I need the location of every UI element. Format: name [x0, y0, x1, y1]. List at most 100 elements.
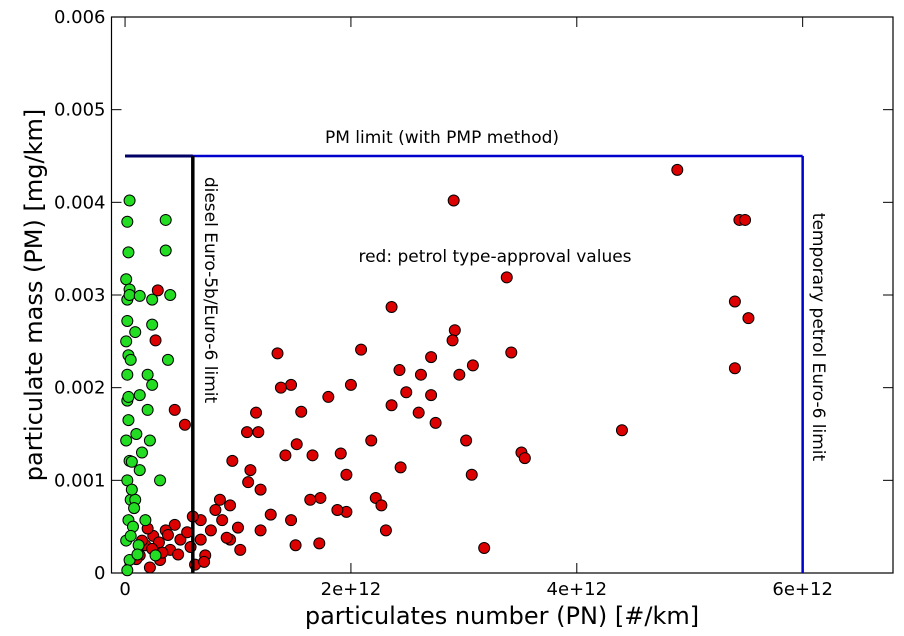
annotation: red: petrol type-approval values — [358, 247, 631, 267]
point — [231, 521, 244, 534]
y-tick-label: 0.002 — [54, 378, 106, 399]
point — [129, 326, 142, 339]
point — [505, 346, 518, 359]
point — [615, 424, 628, 437]
point — [289, 539, 302, 552]
point — [124, 529, 137, 542]
point — [168, 518, 181, 531]
y-tick-label: 0.001 — [54, 470, 106, 491]
point — [728, 362, 741, 375]
point — [739, 213, 752, 226]
point — [313, 537, 326, 550]
point — [465, 468, 478, 481]
point — [279, 449, 292, 462]
y-tick-label: 0 — [94, 563, 105, 584]
point — [216, 514, 229, 527]
point — [194, 533, 207, 546]
point — [306, 449, 319, 462]
point — [331, 503, 344, 516]
point — [120, 434, 133, 447]
point — [133, 389, 146, 402]
point — [393, 364, 406, 377]
point — [285, 514, 298, 527]
point — [133, 289, 146, 302]
point — [252, 426, 265, 439]
petrol-limit-label: temporary petrol Euro-6 limit — [808, 213, 828, 462]
point — [234, 543, 247, 556]
x-tick-label: 4e+12 — [547, 579, 608, 600]
point — [478, 541, 491, 554]
y-tick-label: 0.003 — [54, 285, 106, 306]
point — [264, 508, 277, 521]
point — [159, 244, 172, 257]
point — [742, 312, 755, 325]
plot-frame — [110, 16, 894, 574]
point — [728, 295, 741, 308]
point — [125, 455, 138, 468]
point — [241, 426, 254, 439]
point — [340, 468, 353, 481]
point — [322, 390, 335, 403]
point — [151, 284, 164, 297]
point — [120, 273, 133, 286]
point — [453, 368, 466, 381]
point — [128, 502, 141, 515]
point — [122, 246, 135, 259]
point — [123, 289, 136, 301]
point — [394, 461, 407, 474]
point — [226, 454, 239, 467]
point — [121, 215, 134, 228]
point — [204, 524, 217, 537]
point — [271, 347, 284, 360]
y-tick-label: 0.005 — [54, 100, 106, 121]
point — [124, 353, 137, 366]
point — [500, 271, 513, 284]
point — [130, 428, 143, 440]
point — [414, 368, 427, 381]
point — [121, 314, 134, 327]
point — [400, 386, 413, 399]
point — [375, 499, 388, 512]
point — [250, 406, 263, 419]
point — [385, 399, 398, 412]
point — [254, 524, 267, 537]
point — [274, 381, 287, 394]
point — [121, 564, 134, 577]
point — [168, 403, 181, 416]
point — [172, 548, 185, 561]
point — [181, 526, 194, 539]
point — [671, 163, 684, 176]
point — [178, 418, 191, 431]
point — [149, 334, 162, 347]
point — [141, 368, 154, 381]
x-tick-label: 6e+12 — [772, 579, 833, 600]
point — [161, 353, 174, 366]
point — [334, 447, 347, 460]
point — [122, 414, 135, 427]
x-tick-label: 0 — [119, 579, 130, 600]
point — [133, 464, 146, 477]
point — [123, 194, 136, 207]
y-tick-label: 0.006 — [54, 7, 106, 28]
point — [447, 194, 460, 207]
point — [146, 318, 159, 331]
point — [141, 403, 154, 416]
point — [146, 293, 159, 306]
point — [460, 434, 473, 447]
point — [220, 531, 233, 544]
point — [159, 213, 172, 226]
point — [174, 533, 187, 546]
point — [254, 483, 267, 496]
point — [209, 503, 222, 516]
point — [213, 493, 226, 506]
point — [304, 493, 317, 506]
point — [412, 406, 425, 419]
point — [290, 438, 303, 451]
point — [295, 405, 308, 418]
y-tick-label: 0.004 — [54, 192, 106, 213]
point — [120, 335, 133, 348]
point — [122, 390, 135, 403]
point — [385, 301, 398, 314]
